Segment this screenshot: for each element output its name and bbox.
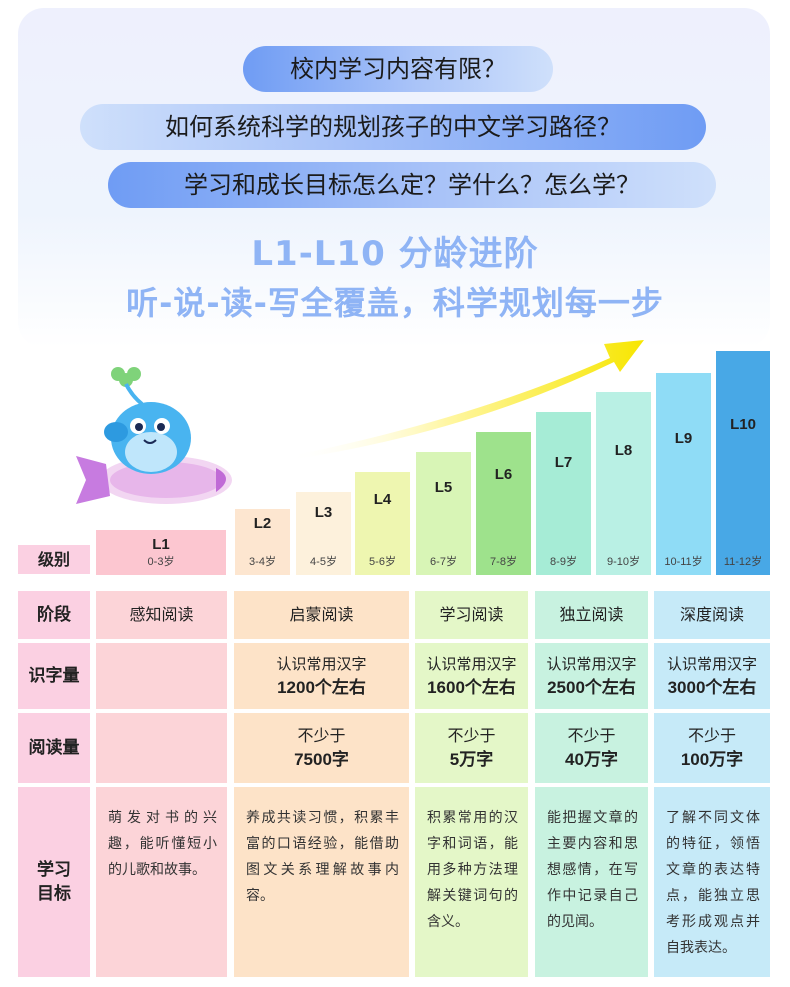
stage-cell: 启蒙阅读 xyxy=(234,591,409,639)
stage-cell: 深度阅读 xyxy=(654,591,770,639)
row-label-goal: 学习 目标 xyxy=(18,787,90,977)
level-label: L10 xyxy=(730,416,756,434)
row-label-text: 阶段 xyxy=(37,605,71,625)
reading-line2: 5万字 xyxy=(449,750,494,769)
level-row-label: 级别 xyxy=(18,545,90,574)
reading-line2: 40万字 xyxy=(565,750,618,769)
level-age: 10-11岁 xyxy=(664,556,703,568)
level-age: 8-9岁 xyxy=(550,556,577,568)
level-bar-l1: L1 0-3岁 xyxy=(96,530,226,575)
row-label-stage: 阶段 xyxy=(18,591,90,639)
characters-cell: 认识常用汉字 1200个左右 xyxy=(234,643,409,709)
goal-cell: 了解不同文体的特征，领悟文章的表达特点，能独立思考形成观点并自我表达。 xyxy=(654,787,770,977)
characters-line1: 认识常用汉字 xyxy=(546,655,637,673)
row-label-reading: 阅读量 xyxy=(18,713,90,783)
level-age: 9-10岁 xyxy=(606,556,641,568)
level-age: 5-6岁 xyxy=(369,556,396,568)
row-label-text: 阅读量 xyxy=(28,738,80,758)
level-label: L6 xyxy=(494,466,513,484)
level-bar-l8: L8 9-10岁 xyxy=(596,392,651,575)
level-age: 4-5岁 xyxy=(310,556,337,568)
goal-cell: 萌发对书的兴趣，能听懂短小的儿歌和故事。 xyxy=(96,787,227,977)
goal-cell: 能把握文章的主要内容和思想感情，在写作中记录自己的见闻。 xyxy=(535,787,648,977)
level-label: L7 xyxy=(554,453,573,471)
reading-cell: 不少于 40万字 xyxy=(535,713,648,783)
question-pill-2: 如何系统科学的规划孩子的中文学习路径？ xyxy=(80,104,706,150)
characters-cell xyxy=(96,643,227,709)
stage-cell: 独立阅读 xyxy=(535,591,648,639)
characters-line2: 3000个左右 xyxy=(667,678,757,697)
level-age: 7-8岁 xyxy=(490,556,517,568)
characters-line2: 1200个左右 xyxy=(277,678,366,697)
level-label: L2 xyxy=(253,515,272,532)
level-age: 11-12岁 xyxy=(723,556,763,568)
goal-cell: 养成共读习惯，积累丰富的口语经验，能借助图文关系理解故事内容。 xyxy=(234,787,409,977)
row-label-text: 目标 xyxy=(37,884,71,904)
level-bar-l10: L10 11-12岁 xyxy=(716,351,770,575)
level-age: 6-7岁 xyxy=(430,556,457,568)
question-pill-3: 学习和成长目标怎么定？学什么？怎么学？ xyxy=(108,162,716,208)
characters-line1: 认识常用汉字 xyxy=(426,655,517,673)
level-label: L1 xyxy=(152,536,170,553)
reading-line2: 7500字 xyxy=(294,750,349,769)
headline-levels: L1-L10 分龄进阶 xyxy=(251,234,539,274)
characters-cell: 认识常用汉字 1600个左右 xyxy=(415,643,528,709)
row-label-text: 学习 xyxy=(37,860,71,880)
characters-line2: 2500个左右 xyxy=(547,678,636,697)
level-bar-l2: L2 3-4岁 xyxy=(235,509,290,575)
level-age: 0-3岁 xyxy=(147,556,175,568)
row-label-characters: 识字量 xyxy=(18,643,90,709)
goal-cell: 积累常用的汉字和词语，能用多种方法理解关键词句的含义。 xyxy=(415,787,528,977)
level-bar-l4: L4 5-6岁 xyxy=(355,472,410,575)
level-label: L9 xyxy=(674,429,693,447)
characters-line2: 1600个左右 xyxy=(427,678,516,697)
reading-line1: 不少于 xyxy=(447,726,496,745)
characters-cell: 认识常用汉字 3000个左右 xyxy=(654,643,770,709)
headline-skills: 听-说-读-写全覆盖，科学规划每一步 xyxy=(126,284,664,322)
mascot-rocket-icon xyxy=(76,367,232,504)
reading-line1: 不少于 xyxy=(687,726,736,745)
reading-line1: 不少于 xyxy=(297,726,346,745)
level-bar-l6: L6 7-8岁 xyxy=(476,432,531,575)
level-bar-l3: L3 4-5岁 xyxy=(296,492,351,575)
characters-line1: 认识常用汉字 xyxy=(666,655,757,673)
level-age: 3-4岁 xyxy=(249,556,276,568)
level-label: L5 xyxy=(434,478,453,496)
level-bar-l9: L9 10-11岁 xyxy=(656,373,711,575)
question-pill-1: 校内学习内容有限？ xyxy=(243,46,553,92)
stage-cell: 学习阅读 xyxy=(415,591,528,639)
reading-cell: 不少于 100万字 xyxy=(654,713,770,783)
characters-line1: 认识常用汉字 xyxy=(276,655,367,673)
row-label-text: 识字量 xyxy=(28,666,80,686)
level-bar-l7: L7 8-9岁 xyxy=(536,412,591,575)
stage-cell: 感知阅读 xyxy=(96,591,227,639)
level-label: L8 xyxy=(614,441,633,459)
level-bar-l5: L5 6-7岁 xyxy=(416,452,471,575)
characters-cell: 认识常用汉字 2500个左右 xyxy=(535,643,648,709)
reading-line1: 不少于 xyxy=(567,726,616,745)
reading-cell: 不少于 5万字 xyxy=(415,713,528,783)
reading-cell: 不少于 7500字 xyxy=(234,713,409,783)
level-label: L4 xyxy=(373,491,392,509)
level-label: L3 xyxy=(314,503,333,521)
reading-cell xyxy=(96,713,227,783)
reading-line2: 100万字 xyxy=(680,750,744,769)
